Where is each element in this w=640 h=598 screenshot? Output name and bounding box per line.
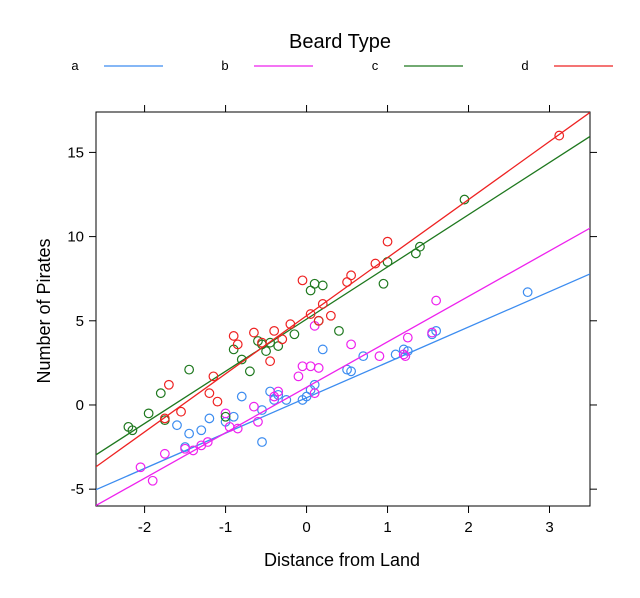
- y-tick-label: 0: [76, 397, 84, 414]
- legend-key-c: c: [372, 58, 379, 73]
- data-point: [358, 351, 369, 362]
- data-point: [378, 278, 389, 289]
- y-axis-title: Number of Pirates: [34, 238, 54, 383]
- data-point: [309, 388, 320, 399]
- data-point: [317, 344, 328, 355]
- data-point: [196, 425, 207, 436]
- data-point: [127, 425, 138, 436]
- data-point: [289, 329, 300, 340]
- data-point: [228, 411, 239, 422]
- y-tick-label: 10: [67, 229, 84, 246]
- data-point: [427, 327, 437, 338]
- data-point: [346, 339, 356, 350]
- data-point: [236, 391, 247, 402]
- plot-area: -2 -1 0 1 2 3 -5 0 5 10 15: [67, 105, 597, 536]
- data-point: [220, 408, 231, 419]
- x-tick-label: 2: [464, 519, 472, 536]
- data-point: [261, 346, 271, 356]
- data-point: [522, 287, 533, 298]
- data-point: [155, 388, 166, 399]
- data-point: [220, 411, 231, 422]
- data-point: [212, 396, 223, 407]
- data-point: [313, 363, 324, 373]
- fit-line-c: [96, 135, 590, 456]
- data-point: [317, 280, 328, 291]
- data-point: [334, 325, 344, 336]
- y-tick-label: 5: [76, 313, 84, 330]
- data-point: [317, 299, 328, 309]
- data-point: [184, 364, 195, 375]
- fit-line-d: [96, 112, 590, 468]
- data-point: [297, 361, 308, 372]
- data-point: [325, 310, 336, 321]
- data-point: [163, 379, 174, 390]
- data-point: [135, 462, 146, 473]
- data-point: [249, 401, 259, 412]
- fit-line-a: [96, 273, 590, 491]
- data-point: [415, 241, 425, 252]
- series-b: [96, 227, 590, 506]
- data-point: [232, 339, 243, 350]
- data-point: [309, 278, 320, 289]
- data-point: [277, 334, 288, 345]
- data-point: [431, 295, 442, 306]
- data-point: [204, 413, 215, 424]
- legend-key-d: d: [521, 58, 528, 73]
- data-point: [172, 420, 182, 431]
- data-point: [554, 130, 565, 141]
- x-tick-label: 1: [383, 519, 391, 536]
- x-tick-label: -2: [138, 519, 151, 536]
- data-point: [382, 236, 393, 247]
- data-point: [202, 437, 213, 447]
- data-point: [159, 448, 170, 459]
- legend-key-a: a: [71, 58, 79, 73]
- series-c: [96, 135, 590, 456]
- data-point: [159, 413, 170, 424]
- x-tick-label: -1: [219, 519, 232, 536]
- fit-line-b: [96, 227, 590, 506]
- data-point: [244, 366, 255, 377]
- series-a: [96, 273, 590, 491]
- x-tick-label: 0: [302, 519, 310, 536]
- data-point: [305, 361, 316, 372]
- data-point: [147, 475, 158, 486]
- data-point: [313, 315, 324, 326]
- data-point: [176, 406, 186, 417]
- data-point: [208, 371, 219, 382]
- data-point: [346, 366, 356, 377]
- data-point: [257, 437, 267, 447]
- data-point: [273, 386, 284, 397]
- data-point: [402, 332, 413, 343]
- legend: Beard Type a b c d: [71, 31, 613, 73]
- data-point: [269, 325, 280, 336]
- data-point: [143, 408, 154, 419]
- data-point: [281, 395, 292, 405]
- legend-key-b: b: [221, 58, 228, 73]
- data-point: [400, 351, 411, 362]
- data-point: [265, 356, 276, 367]
- data-point: [346, 270, 356, 281]
- legend-title: Beard Type: [289, 31, 391, 53]
- x-axis-title: Distance from Land: [264, 550, 420, 570]
- data-point: [374, 351, 385, 362]
- data-point: [204, 388, 215, 399]
- data-point: [293, 371, 304, 382]
- plot-frame: [95, 111, 591, 507]
- y-tick-label: -5: [71, 481, 84, 498]
- x-tick-label: 3: [545, 519, 553, 536]
- series-d: [96, 112, 590, 468]
- data-point: [253, 416, 263, 427]
- data-point: [297, 275, 308, 286]
- data-point: [398, 349, 409, 360]
- data-point: [249, 327, 259, 338]
- data-point: [188, 445, 199, 456]
- data-point: [305, 309, 316, 319]
- y-tick-label: 15: [67, 144, 84, 161]
- data-point: [228, 331, 239, 341]
- data-point: [184, 428, 195, 439]
